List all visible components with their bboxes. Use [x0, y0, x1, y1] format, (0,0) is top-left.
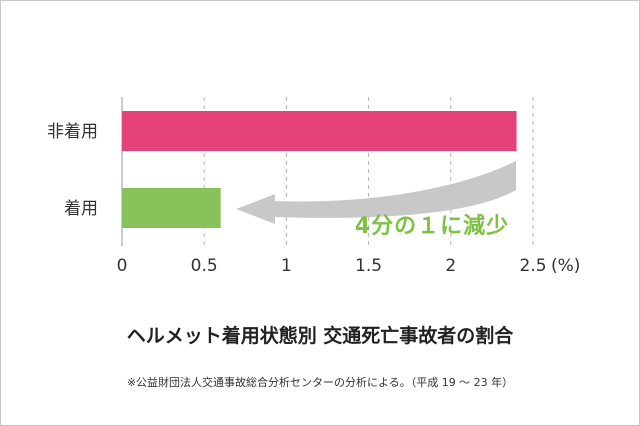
x-tick-label: 2 [445, 256, 456, 276]
x-tick-label: 0 [117, 256, 128, 276]
bars [122, 111, 517, 228]
x-unit-label: (%) [551, 256, 580, 276]
footnote: ※公益財団法人交通事故総合分析センターの分析による。（平成 19 ～ 23 年） [127, 375, 513, 389]
x-tick-labels: 0 0.5 1 1.5 2 2.5 [117, 256, 547, 276]
category-label: 着用 [64, 199, 98, 219]
x-tick-label: 1 [281, 256, 292, 276]
x-tick-label: 1.5 [355, 256, 382, 276]
bar-wearing [122, 188, 221, 228]
category-label: 非着用 [47, 122, 98, 142]
chart-title: ヘルメット着用状態別 交通死亡事故者の割合 [127, 324, 515, 347]
x-tick-label: 0.5 [191, 256, 218, 276]
annotation-text: 4分の１に減少 [355, 214, 509, 239]
decrease-arrow-icon [236, 161, 516, 224]
x-tick-label: 2.5 [519, 256, 546, 276]
bar-non-wearing [122, 111, 517, 151]
